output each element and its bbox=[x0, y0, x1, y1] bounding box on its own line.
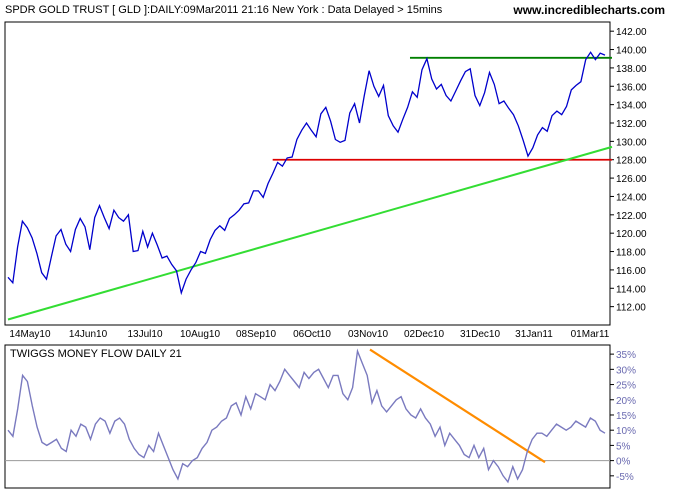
x-tick-label: 31Jan11 bbox=[515, 329, 553, 340]
trend-line bbox=[7, 145, 613, 321]
site-url: www.incrediblecharts.com bbox=[512, 3, 665, 17]
indicator-title: TWIGGS MONEY FLOW DAILY 21 bbox=[10, 348, 182, 360]
x-tick-label: 13Jul10 bbox=[127, 329, 162, 340]
price-tick-label: 112.00 bbox=[616, 303, 646, 314]
indicator-y-axis: -5% 0% 5% 10% 15% 20% 25% 30% 35% bbox=[610, 350, 636, 483]
price-tick-label: 140.00 bbox=[616, 46, 647, 57]
x-tick-label: 14Jun10 bbox=[69, 329, 108, 340]
x-tick-label: 14May10 bbox=[9, 329, 51, 340]
price-tick-label: 122.00 bbox=[616, 211, 647, 222]
price-tick-label: 114.00 bbox=[616, 284, 646, 295]
x-axis: 14May10 14Jun10 13Jul10 10Aug10 08Sep10 06Oct… bbox=[9, 329, 609, 340]
price-tick-label: 134.00 bbox=[616, 101, 647, 112]
indicator-tick-label: 25% bbox=[616, 381, 636, 392]
price-series-line bbox=[7, 51, 606, 296]
price-tick-label: 138.00 bbox=[616, 64, 647, 75]
price-tick-label: 142.00 bbox=[616, 27, 647, 38]
price-tick-label: 116.00 bbox=[616, 266, 646, 277]
indicator-tick-label: 35% bbox=[616, 350, 636, 361]
indicator-panel bbox=[4, 344, 611, 489]
price-tick-label: 120.00 bbox=[616, 229, 647, 240]
price-tick-label: 128.00 bbox=[616, 156, 647, 167]
indicator-tick-label: 15% bbox=[616, 411, 636, 422]
price-y-axis: 112.00 114.00 116.00 118.00 120.00 122.00 124.… bbox=[610, 27, 647, 314]
indicator-series-line bbox=[7, 348, 606, 484]
price-tick-label: 130.00 bbox=[616, 137, 647, 148]
price-tick-label: 136.00 bbox=[616, 82, 647, 93]
x-tick-label: 01Mar11 bbox=[571, 329, 610, 340]
indicator-trend-line bbox=[369, 348, 546, 464]
x-tick-label: 08Sep10 bbox=[236, 329, 276, 340]
x-tick-label: 02Dec10 bbox=[404, 329, 444, 340]
chart-title: SPDR GOLD TRUST [ GLD ]:DAILY:09Mar2011 … bbox=[5, 4, 443, 16]
indicator-tick-label: 5% bbox=[616, 441, 631, 452]
indicator-annotations bbox=[5, 348, 610, 464]
indicator-tick-label: 20% bbox=[616, 396, 636, 407]
price-panel bbox=[4, 21, 611, 326]
x-tick-label: 10Aug10 bbox=[180, 329, 220, 340]
x-tick-label: 03Nov10 bbox=[348, 329, 388, 340]
x-tick-label: 31Dec10 bbox=[460, 329, 500, 340]
indicator-tick-label: 30% bbox=[616, 365, 636, 376]
price-tick-label: 124.00 bbox=[616, 192, 647, 203]
price-tick-label: 126.00 bbox=[616, 174, 647, 185]
indicator-tick-label: -5% bbox=[616, 472, 634, 483]
indicator-tick-label: 0% bbox=[616, 457, 631, 468]
x-tick-label: 06Oct10 bbox=[293, 329, 331, 340]
indicator-tick-label: 10% bbox=[616, 426, 636, 437]
price-tick-label: 118.00 bbox=[616, 248, 646, 259]
price-tick-label: 132.00 bbox=[616, 119, 647, 130]
price-annotations bbox=[7, 56, 613, 321]
